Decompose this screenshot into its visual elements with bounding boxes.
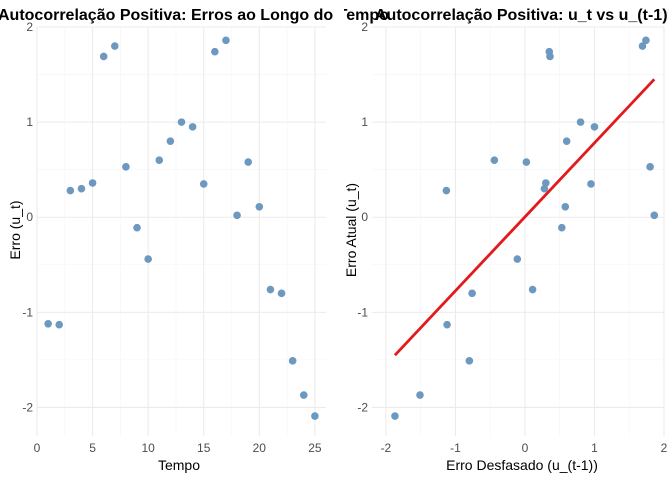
left-y-tick-label: 1 bbox=[26, 115, 33, 129]
left-data-point bbox=[111, 42, 119, 50]
right-y-axis-title: Erro Atual (u_t) bbox=[343, 183, 359, 277]
right-gridlines bbox=[372, 26, 665, 436]
right-y-tick-labels: -2 -1 0 1 2 bbox=[357, 20, 368, 414]
right-points bbox=[391, 36, 659, 420]
right-data-point bbox=[468, 289, 476, 298]
right-data-point bbox=[642, 36, 650, 45]
right-y-tick-label: -2 bbox=[357, 400, 368, 414]
left-data-point bbox=[122, 163, 130, 171]
left-gridlines bbox=[36, 26, 326, 436]
right-data-point bbox=[590, 123, 599, 131]
left-chart-title: Autocorrelação Positiva: Erros ao Longo … bbox=[0, 7, 389, 24]
left-data-point bbox=[88, 179, 97, 187]
left-x-tick-label: 20 bbox=[253, 441, 267, 455]
left-data-point bbox=[188, 123, 197, 131]
left-x-tick-label: 0 bbox=[34, 441, 41, 455]
left-data-point bbox=[44, 319, 52, 328]
left-data-point bbox=[222, 36, 230, 45]
left-y-tick-label: -1 bbox=[22, 305, 33, 319]
right-data-point bbox=[465, 357, 474, 365]
left-data-point bbox=[155, 156, 164, 164]
right-y-tick-label: -1 bbox=[357, 305, 368, 319]
right-panel: -2 -1 0 1 2 -2 -1 0 1 2 Autocorrelação Positiva:… bbox=[343, 7, 668, 473]
regression-line bbox=[393, 78, 656, 357]
left-x-tick-label: 15 bbox=[197, 441, 211, 455]
right-data-point bbox=[542, 179, 550, 187]
right-data-point bbox=[528, 285, 537, 294]
right-x-tick-label: 1 bbox=[591, 441, 598, 455]
left-x-tick-label: 10 bbox=[141, 441, 155, 455]
left-data-point bbox=[99, 52, 108, 61]
left-data-point bbox=[266, 285, 275, 294]
left-data-point bbox=[66, 186, 75, 195]
left-x-tick-label: 5 bbox=[89, 441, 96, 455]
left-data-point bbox=[255, 202, 264, 211]
left-points bbox=[44, 36, 319, 420]
left-data-point bbox=[199, 180, 208, 188]
right-x-tick-label: 0 bbox=[522, 441, 529, 455]
right-data-point bbox=[638, 42, 647, 50]
right-fit-line-group bbox=[393, 78, 656, 357]
left-data-point bbox=[299, 391, 308, 399]
right-x-tick-label: 2 bbox=[661, 441, 668, 455]
left-data-point bbox=[233, 211, 241, 220]
right-data-point bbox=[562, 137, 571, 145]
right-y-tick-label: 1 bbox=[361, 115, 368, 129]
right-data-point bbox=[540, 184, 549, 193]
right-data-point bbox=[587, 180, 595, 188]
left-data-point bbox=[77, 184, 86, 193]
right-data-point bbox=[650, 211, 659, 220]
left-data-point bbox=[177, 118, 186, 126]
right-x-tick-labels: -2 -1 0 1 2 bbox=[381, 441, 668, 455]
right-x-axis-title: Erro Desfasado (u_(t-1)) bbox=[446, 457, 598, 473]
left-y-axis-title: Erro (u_t) bbox=[7, 200, 23, 259]
right-y-tick-label: 2 bbox=[361, 20, 368, 34]
title-gutter-mask bbox=[334, 0, 344, 30]
left-data-point bbox=[277, 289, 286, 298]
left-data-point bbox=[133, 223, 141, 232]
left-x-tick-label: 25 bbox=[308, 441, 322, 455]
left-data-point bbox=[55, 320, 64, 329]
left-y-tick-label: -2 bbox=[22, 400, 33, 414]
right-y-tick-label: 0 bbox=[361, 210, 368, 224]
left-y-tick-label: 0 bbox=[26, 210, 33, 224]
left-data-point bbox=[211, 47, 219, 56]
right-chart-title: Autocorrelação Positiva: u_t vs u_(t-1) bbox=[375, 7, 668, 24]
right-x-tick-label: -1 bbox=[450, 441, 461, 455]
right-data-point bbox=[646, 163, 654, 171]
right-data-point bbox=[522, 158, 531, 166]
right-data-point bbox=[545, 47, 554, 56]
right-x-tick-label: -2 bbox=[381, 441, 392, 455]
right-data-point bbox=[490, 156, 499, 164]
left-x-tick-labels: 0 5 10 15 20 25 bbox=[34, 441, 322, 455]
left-data-point bbox=[166, 137, 175, 145]
left-x-axis-title: Tempo bbox=[158, 457, 200, 473]
left-data-point bbox=[244, 158, 252, 166]
left-data-point bbox=[288, 357, 297, 365]
right-data-point bbox=[391, 412, 399, 420]
right-data-point bbox=[416, 391, 424, 399]
left-y-tick-labels: -2 -1 0 1 2 bbox=[22, 20, 33, 414]
left-y-tick-label: 2 bbox=[26, 20, 33, 34]
right-data-point bbox=[513, 255, 522, 263]
right-data-point bbox=[576, 118, 585, 126]
left-data-point bbox=[144, 255, 152, 263]
right-data-point bbox=[558, 223, 566, 232]
right-data-point bbox=[561, 202, 570, 211]
left-data-point bbox=[311, 412, 319, 420]
right-data-point bbox=[442, 186, 451, 195]
right-data-point bbox=[443, 320, 451, 329]
